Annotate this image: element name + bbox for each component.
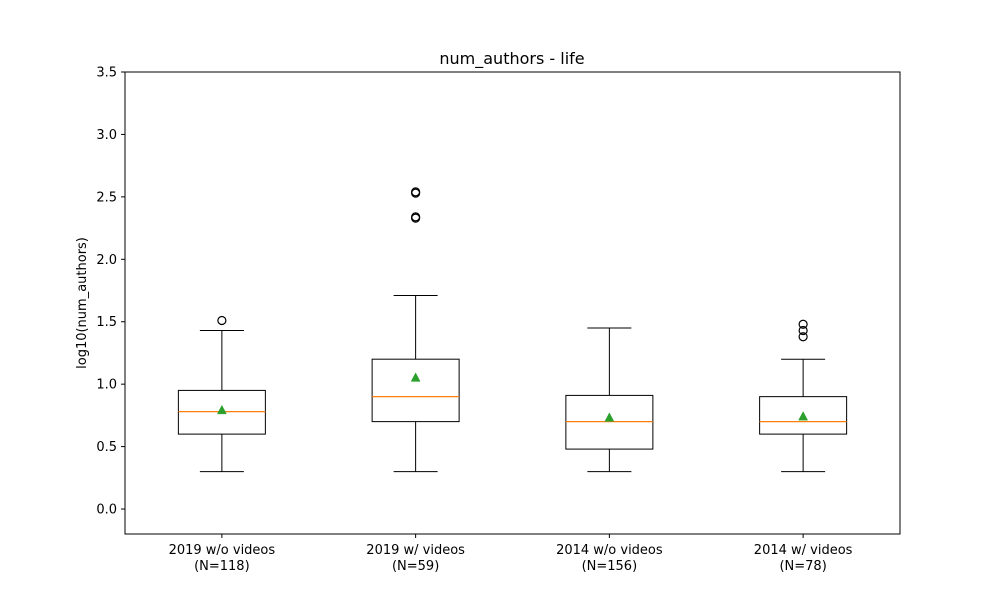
mean-marker (798, 411, 809, 421)
x-tick-label: 2014 w/o videos (556, 543, 663, 558)
y-tick-label: 2.0 (96, 253, 117, 268)
y-tick-label: 0.5 (96, 440, 117, 455)
outlier-point (798, 332, 808, 342)
x-tick-label: 2014 w/ videos (754, 543, 853, 558)
y-tick-label: 3.5 (96, 66, 117, 81)
outlier-point (217, 315, 227, 326)
x-tick-count-label: (N=118) (194, 559, 250, 574)
outlier-point (798, 319, 808, 329)
outlier-point (411, 187, 421, 197)
box-iqr (371, 358, 460, 423)
mean-marker (410, 372, 421, 382)
x-tick-label: 2019 w/o videos (169, 543, 276, 558)
outlier-point (411, 212, 421, 222)
x-tick-label: 2019 w/ videos (366, 543, 465, 558)
box-iqr (759, 396, 848, 435)
axes-frame (124, 71, 901, 535)
y-tick-label: 2.5 (96, 190, 117, 205)
mean-marker (604, 412, 615, 422)
chart-title: num_authors - life (439, 49, 584, 69)
y-tick-label: 3.0 (96, 128, 117, 143)
y-axis-label: log10(num_authors) (75, 237, 90, 369)
y-tick-label: 1.5 (96, 315, 117, 330)
x-tick-count-label: (N=156) (582, 559, 638, 574)
mean-marker (216, 404, 227, 415)
outlier-point (798, 325, 808, 336)
y-tick-label: 1.0 (96, 378, 117, 393)
y-tick-label: 0.0 (96, 503, 117, 518)
x-tick-count-label: (N=59) (392, 559, 439, 574)
x-tick-count-label: (N=78) (779, 559, 826, 574)
